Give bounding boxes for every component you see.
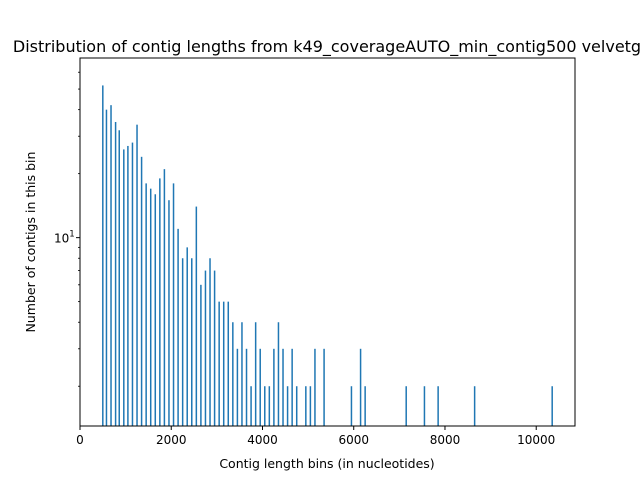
- histogram-bar-17: [177, 228, 179, 426]
- histogram-bar-35: [259, 348, 261, 426]
- histogram-bar-39: [277, 322, 280, 426]
- x-axis-label: Contig length bins (in nucleotides): [219, 456, 434, 471]
- x-tick-label-1: 2000: [156, 433, 187, 447]
- histogram-bar-45: [309, 386, 312, 426]
- histogram-bar-2: [110, 105, 112, 426]
- histogram-bar-7: [131, 142, 134, 426]
- histogram-bar-37: [268, 386, 271, 426]
- histogram-bar-9: [140, 156, 143, 426]
- histogram-bar-0: [102, 85, 104, 426]
- histogram-bar-31: [241, 322, 243, 426]
- histogram-bar-51: [405, 386, 407, 426]
- histogram-bar-53: [437, 386, 439, 426]
- histogram-bar-52: [423, 386, 426, 426]
- histogram-bar-13: [159, 178, 161, 426]
- histogram-bar-32: [245, 348, 248, 426]
- histogram-bar-4: [118, 130, 120, 426]
- histogram-bar-44: [305, 386, 307, 426]
- histogram-bar-40: [282, 348, 284, 426]
- histogram-bar-15: [168, 200, 170, 426]
- histogram-bar-25: [213, 270, 216, 426]
- histogram-bar-46: [314, 348, 316, 426]
- chart-title: Distribution of contig lengths from k49_…: [13, 37, 640, 57]
- histogram-bar-5: [123, 149, 125, 426]
- histogram-bar-50: [364, 386, 366, 426]
- histogram-bar-34: [254, 322, 257, 426]
- histogram-bar-49: [359, 348, 362, 426]
- histogram-bar-55: [551, 386, 553, 426]
- histogram-bar-20: [191, 258, 193, 426]
- x-tick-label-4: 8000: [430, 433, 461, 447]
- histogram-bar-28: [227, 301, 230, 426]
- histogram-bar-3: [114, 121, 117, 427]
- histogram-bar-36: [264, 386, 266, 426]
- histogram-bar-12: [154, 194, 157, 426]
- histogram-bar-6: [127, 145, 129, 426]
- histogram-bar-22: [200, 284, 202, 426]
- histogram-bar-38: [273, 348, 275, 426]
- histogram-bar-48: [350, 386, 353, 426]
- histogram-bar-1: [105, 109, 108, 426]
- y-axis-label: Number of contigs in this bin: [23, 152, 38, 333]
- x-tick-label-0: 0: [76, 433, 84, 447]
- bars-group: [102, 85, 553, 427]
- histogram-bar-8: [136, 124, 138, 427]
- histogram-bar-47: [323, 348, 325, 426]
- histogram-bar-27: [222, 301, 225, 426]
- histogram-bar-29: [232, 322, 234, 426]
- histogram-bar-23: [204, 270, 207, 426]
- histogram-bar-14: [163, 169, 166, 426]
- histogram-bar-11: [149, 188, 152, 426]
- histogram-bar-16: [172, 183, 175, 426]
- x-tick-label-5: 10000: [517, 433, 555, 447]
- plot-area: [80, 58, 575, 426]
- histogram-bar-54: [473, 386, 476, 426]
- histogram-bar-41: [286, 386, 289, 426]
- histogram-bar-19: [186, 247, 188, 426]
- histogram-bar-26: [218, 301, 220, 426]
- x-axis-ticks: 0 2000 4000 6000 8000 10000: [76, 426, 555, 447]
- histogram-bar-18: [181, 258, 184, 426]
- histogram-bar-10: [145, 183, 147, 426]
- histogram-bar-42: [291, 348, 293, 426]
- plot-frame: [79, 57, 576, 427]
- histogram-bar-33: [250, 386, 252, 426]
- histogram-bar-43: [295, 386, 298, 426]
- x-tick-label-2: 4000: [247, 433, 278, 447]
- histogram-bar-24: [209, 258, 211, 426]
- histogram-bar-30: [236, 348, 239, 426]
- x-tick-label-3: 6000: [338, 433, 369, 447]
- histogram-bar-21: [195, 206, 198, 426]
